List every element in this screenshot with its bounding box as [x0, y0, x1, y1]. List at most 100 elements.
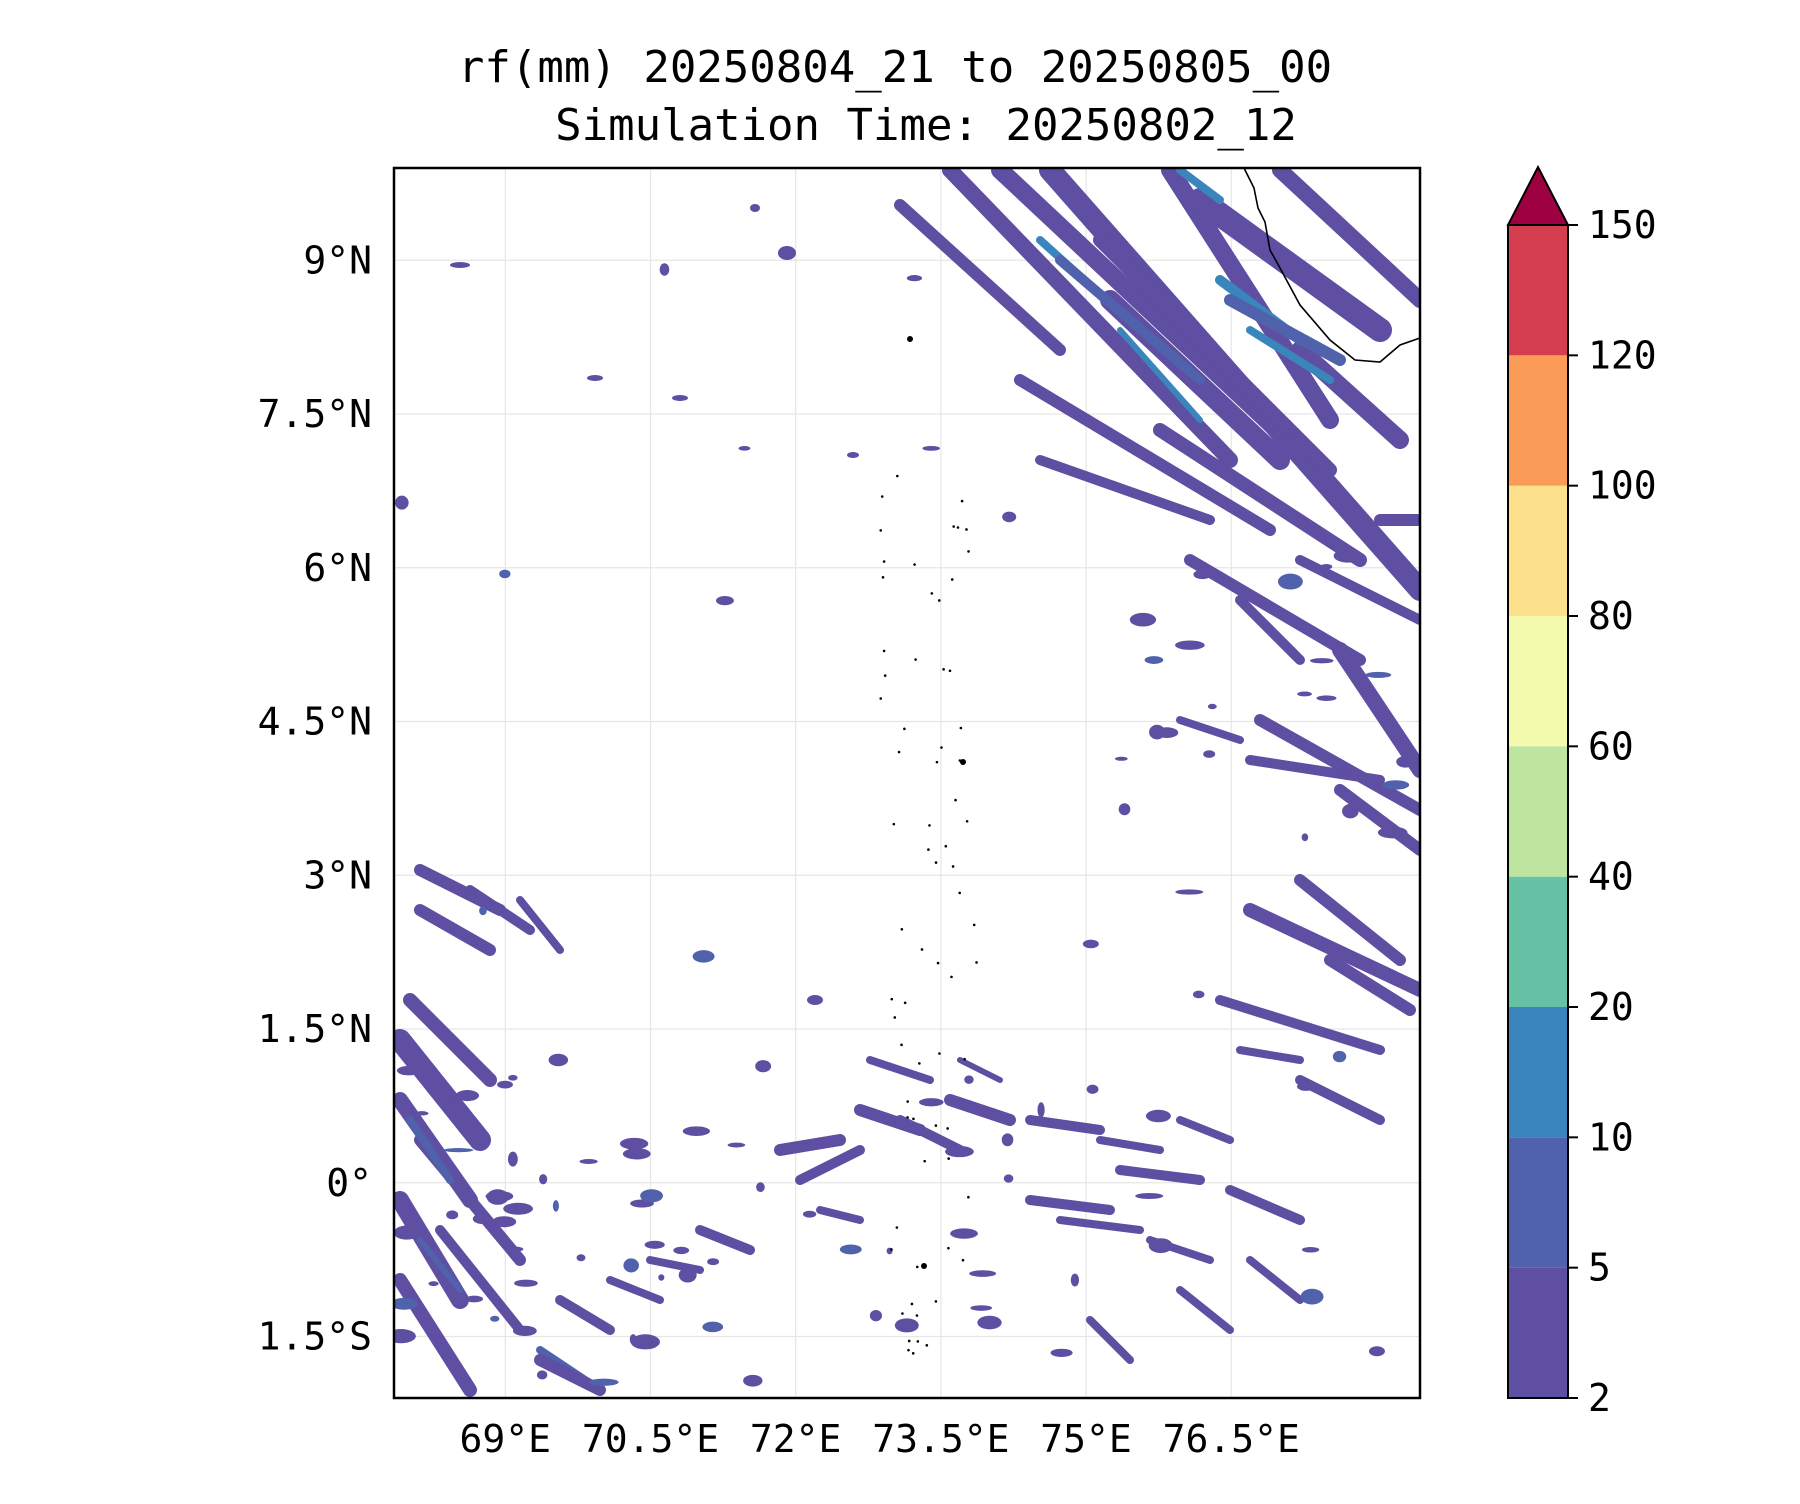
rain-streak	[417, 1237, 463, 1293]
rain-cell	[394, 1225, 420, 1240]
rain-cell	[497, 1080, 513, 1089]
rain-cell	[1297, 691, 1312, 697]
rain-cell	[702, 1321, 724, 1333]
rain-streak	[795, 1145, 865, 1185]
rain-cell	[539, 1174, 548, 1185]
colorbar-tick-label: 2	[1588, 1376, 1611, 1420]
rain-streak	[1188, 188, 1392, 342]
rain-cell	[964, 1075, 974, 1084]
title-line-1: rf(mm) 20250804_21 to 20250805_00	[458, 42, 1332, 93]
rain-streak	[1215, 995, 1385, 1055]
rain-cell	[707, 1258, 720, 1266]
rain-cell	[658, 1274, 665, 1281]
rain-cell	[396, 1065, 421, 1076]
lon-tick-label: 70.5°E	[582, 1417, 719, 1461]
rain-streak	[1246, 326, 1334, 384]
lon-tick-label: 72°E	[750, 1417, 842, 1461]
island-dot	[965, 819, 969, 823]
island-dot	[896, 474, 899, 478]
colorbar-segment	[1508, 616, 1568, 747]
colorbar-segment	[1508, 1137, 1568, 1268]
rain-cell	[629, 1334, 637, 1345]
rain-streak	[1153, 423, 1367, 567]
island-dot	[950, 975, 953, 979]
rain-cell	[1114, 756, 1128, 761]
rain-cell	[945, 1146, 974, 1158]
longitude-tick-labels: 69°E 70.5°E 72°E 73.5°E 75°E 76.5°E	[460, 1417, 1300, 1461]
island-dot	[890, 997, 894, 1001]
island-dot	[965, 528, 968, 531]
island-dot	[967, 1195, 970, 1199]
rain-cell	[1301, 833, 1309, 842]
rain-streak	[1246, 1256, 1304, 1304]
lat-tick-label: 9°N	[303, 238, 372, 282]
colorbar-tick-label: 5	[1588, 1246, 1611, 1290]
rain-streak	[394, 1029, 491, 1151]
rain-cell	[394, 1297, 418, 1310]
colorbar-tick-label: 120	[1588, 333, 1657, 377]
colorbar-segment	[1508, 225, 1568, 356]
island-dot	[960, 759, 966, 765]
rain-cell	[1297, 1081, 1315, 1091]
lat-tick-label: 1.5°S	[258, 1315, 372, 1359]
rain-streak	[1334, 784, 1420, 856]
title-line-2: Simulation Time: 20250802_12	[555, 100, 1297, 151]
colorbar-segment	[1508, 355, 1568, 486]
island-dot	[947, 1246, 950, 1250]
lat-tick-label: 4.5°N	[258, 700, 372, 744]
rain-cell	[622, 1148, 651, 1160]
rain-cell	[472, 1213, 492, 1225]
rain-cell	[715, 595, 734, 606]
lon-tick-label: 69°E	[460, 1417, 552, 1461]
island-dot	[940, 746, 943, 749]
island-dot	[880, 495, 884, 498]
rain-cell	[1037, 1102, 1045, 1118]
island-dot	[913, 563, 916, 566]
island-dot	[912, 1117, 915, 1121]
island-dot	[893, 1016, 897, 1019]
rain-cell	[755, 1060, 772, 1073]
island-dot	[950, 578, 954, 581]
rain-cell	[692, 950, 715, 963]
island-dot	[923, 1159, 926, 1163]
island-dot	[925, 1344, 929, 1347]
rain-cell	[644, 1240, 665, 1249]
island-dot	[930, 592, 934, 595]
island-dot	[907, 336, 913, 342]
rain-cell	[640, 1189, 663, 1203]
rain-streak	[1254, 714, 1420, 816]
lat-tick-label: 1.5°N	[258, 1007, 372, 1051]
rain-cell	[802, 1210, 817, 1218]
rain-streak	[394, 1273, 477, 1397]
lat-tick-label: 6°N	[303, 546, 372, 590]
rain-streak	[1245, 755, 1385, 785]
rain-streak	[606, 1276, 664, 1304]
island-dot	[947, 1157, 950, 1160]
island-dot	[881, 576, 885, 579]
rain-cell	[970, 1305, 993, 1311]
rainfall-contours	[394, 168, 1420, 1397]
map-background	[394, 168, 1420, 1398]
rain-streak	[1224, 294, 1346, 366]
rain-cell	[1175, 889, 1204, 895]
rain-cell	[743, 1374, 763, 1387]
island-dot	[890, 1248, 893, 1251]
rain-cell	[1144, 656, 1164, 664]
island-dot	[938, 1052, 941, 1055]
rain-cell	[507, 1151, 518, 1167]
rain-streak	[957, 1057, 1003, 1083]
lon-tick-label: 73.5°E	[872, 1417, 1009, 1461]
rain-cell	[839, 1244, 862, 1255]
rain-cell	[536, 1370, 548, 1380]
island-dot	[952, 525, 955, 528]
island-dot	[900, 1043, 903, 1047]
colorbar-segment	[1508, 1007, 1568, 1138]
rain-streak	[1272, 168, 1420, 308]
colorbar-extend-arrow	[1506, 164, 1570, 226]
island-dot	[936, 961, 940, 965]
rain-streak	[1324, 954, 1416, 1016]
rain-streak	[1176, 1116, 1234, 1144]
rain-cell	[969, 1270, 997, 1277]
island-dot	[927, 848, 930, 851]
rain-cell	[446, 1210, 459, 1220]
